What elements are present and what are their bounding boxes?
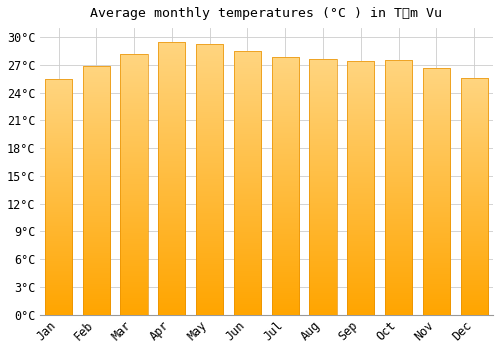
Title: Average monthly temperatures (°C ) in Tầm Vu: Average monthly temperatures (°C ) in Tầ… — [90, 7, 442, 20]
Bar — [385, 61, 412, 315]
Bar — [45, 79, 72, 315]
Bar — [272, 57, 299, 315]
Bar — [423, 68, 450, 315]
Bar — [82, 66, 110, 315]
Bar — [158, 42, 186, 315]
Bar — [234, 51, 261, 315]
Bar — [460, 78, 488, 315]
Bar — [120, 54, 148, 315]
Bar — [310, 60, 336, 315]
Bar — [196, 44, 224, 315]
Bar — [347, 61, 374, 315]
